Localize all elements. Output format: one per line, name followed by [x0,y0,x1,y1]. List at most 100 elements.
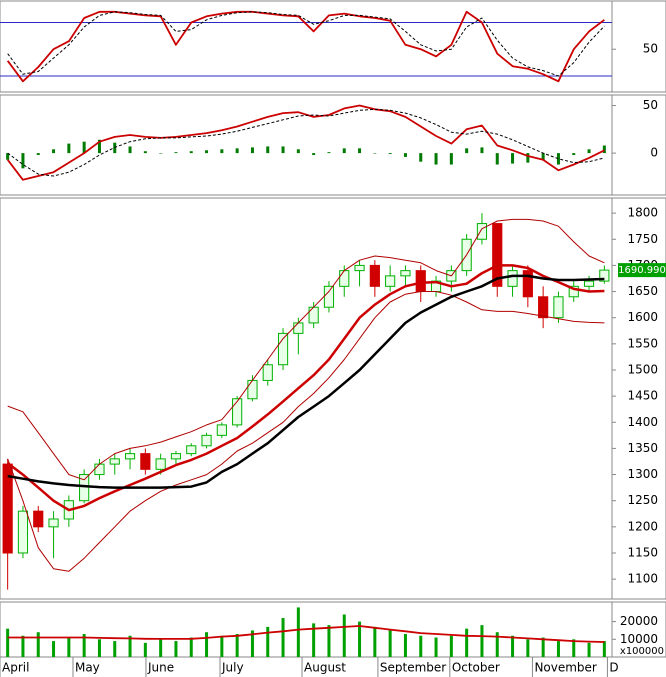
y-tick-label: 0 [650,146,658,160]
bar [36,153,40,156]
x-tick-label: June [147,661,174,675]
bar [296,149,300,154]
candle-body [476,223,488,240]
candle-body [140,453,151,470]
bar [465,148,469,154]
bar [327,152,331,154]
candle-body [201,434,212,447]
candle-body [354,264,365,272]
bar [21,635,25,657]
candle-body [599,269,610,282]
bar [52,641,56,657]
x-tick-label: August [304,661,346,675]
x-tick-label: September [380,661,446,675]
y-tick-label: 1750 [627,232,658,246]
bar [342,614,346,657]
bar [434,153,438,165]
bar [541,637,545,657]
unit-label: x100000 [620,646,664,657]
y-tick-label: 1100 [627,572,658,586]
bar [480,625,484,657]
bar [250,630,254,657]
bar [6,153,10,160]
bar [388,630,392,657]
candle-body [293,322,304,334]
bar [266,626,270,657]
bar [113,641,117,657]
panel-frame [0,197,666,600]
bar [312,623,316,657]
bar [373,626,377,657]
bar [52,149,56,154]
candle-body [339,270,350,287]
bar [67,143,71,154]
candle-body [262,364,273,381]
y-tick-label: 10000 [620,632,658,646]
bar [388,153,392,155]
candle-body [522,270,533,298]
bar [266,146,270,154]
bar [235,633,239,657]
line [7,274,605,489]
bar [495,632,499,657]
bar [541,153,545,160]
candle-body [277,332,289,366]
y-tick-label: 1400 [627,415,658,429]
candle-body [216,424,227,436]
y-tick-label: 1600 [627,310,658,324]
candle-body [308,306,319,324]
bar [602,145,606,154]
bar [128,635,132,657]
line [7,11,605,77]
bar [511,153,515,164]
bar [572,153,576,156]
bar [82,633,86,657]
line [6,264,605,512]
bar [511,635,515,657]
candle-body [247,379,258,400]
bar [97,139,101,154]
bar [189,637,193,657]
bar [36,632,40,657]
bar [82,141,86,154]
bar [189,151,193,154]
y-tick-label: 1500 [627,362,658,376]
bar [342,148,346,154]
bar [205,632,209,657]
last-price-box [618,263,666,278]
bar [572,639,576,657]
y-tick-label: 50 [643,42,658,56]
candle-body [155,458,166,470]
x-tick-label: July [221,661,244,675]
bar [6,628,10,657]
candle-body [232,398,243,426]
y-tick-label: 20000 [620,614,658,628]
candle-body [385,275,396,287]
bar [587,149,591,154]
bar [220,149,224,154]
bar [465,628,469,657]
bar [449,153,453,165]
candle-body [415,270,426,293]
candle-body [492,223,503,287]
line [6,104,605,181]
y-tick-label: 50 [643,98,658,112]
candle-body [186,445,197,455]
y-tick-label: 1550 [627,336,658,350]
bar [358,148,362,154]
bar [526,153,530,163]
y-tick-label: 1450 [627,389,658,403]
bar [174,152,178,154]
line [6,10,605,83]
y-tick-label: 1250 [627,493,658,507]
candle-body [369,264,380,287]
candle-body [568,285,579,298]
bar [220,635,224,657]
y-tick-label: 1800 [627,206,658,220]
x-tick-label: November [534,661,596,675]
y-tick-label: 1150 [627,545,658,559]
x-tick-label: October [452,661,500,675]
candle-body [170,453,182,460]
